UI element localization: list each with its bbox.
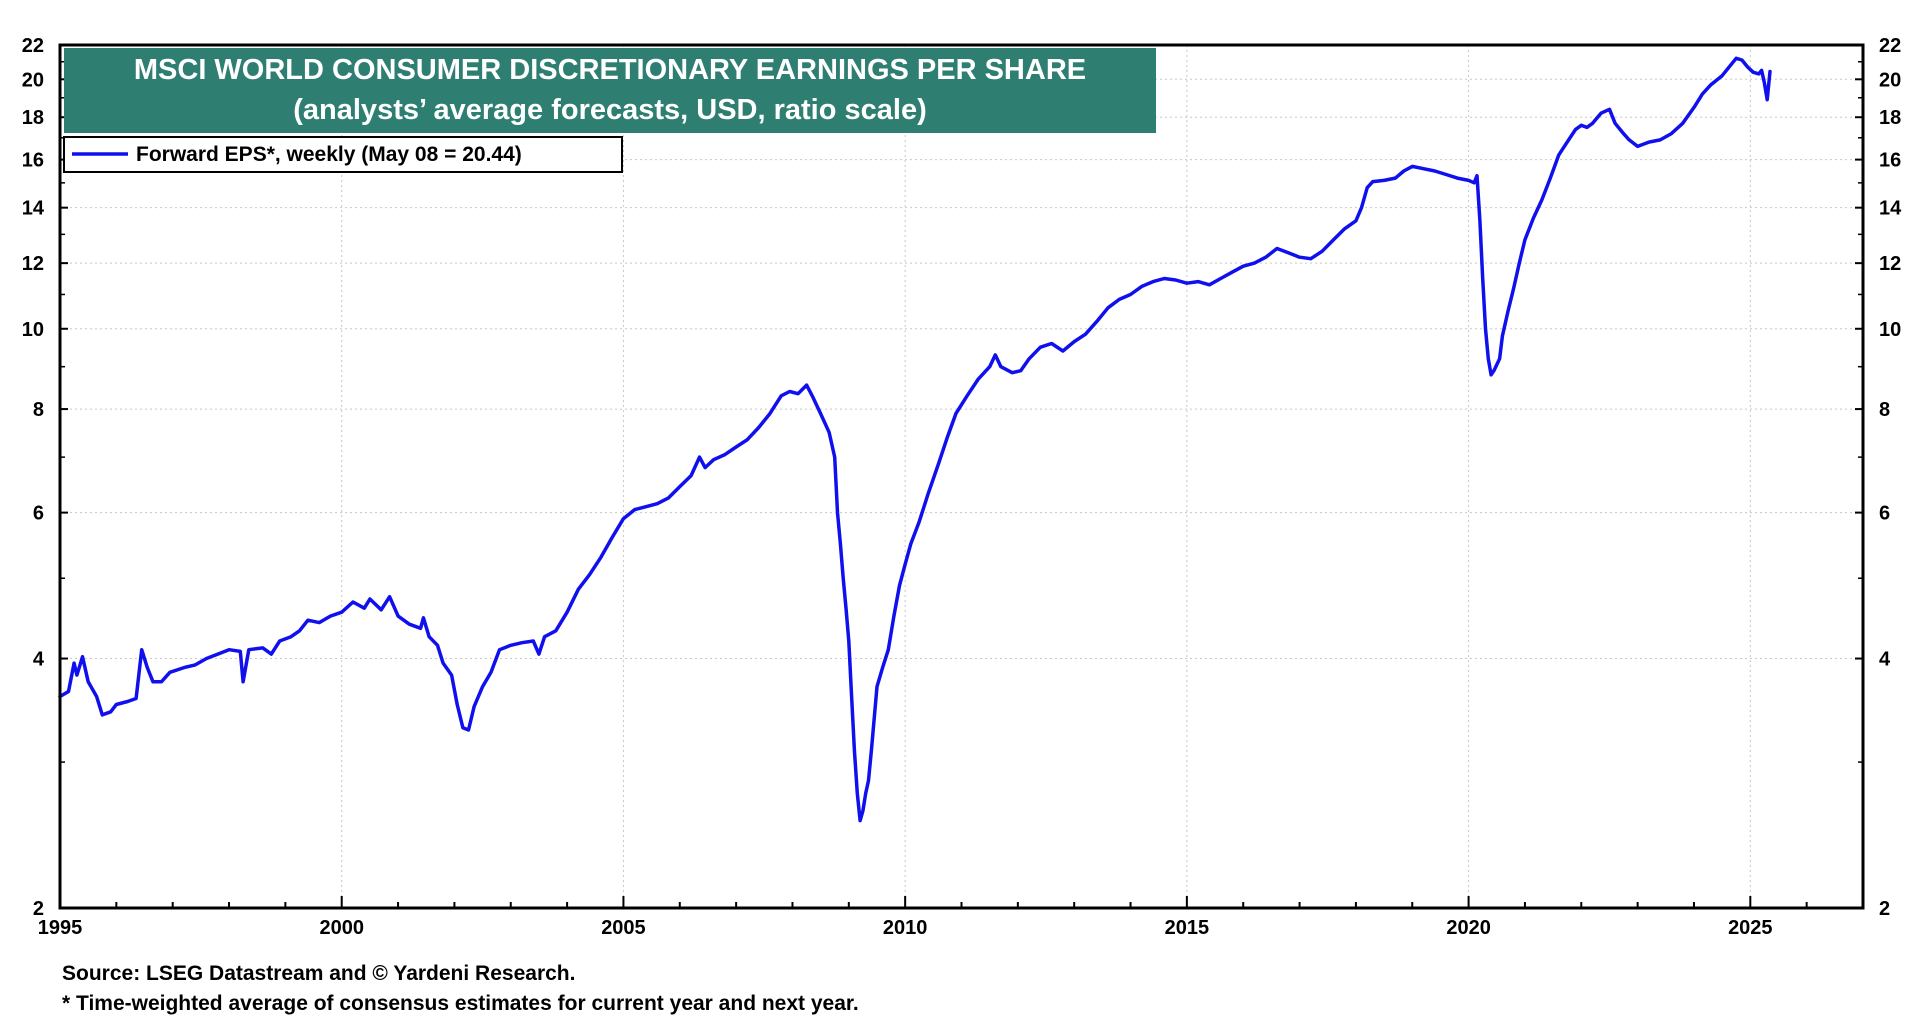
- y-tick-label-left: 20: [22, 69, 44, 91]
- y-tick-label-left: 4: [33, 649, 45, 671]
- y-tick-label-right: 8: [1879, 399, 1890, 421]
- y-tick-label-left: 14: [22, 198, 45, 220]
- y-tick-label-right: 22: [1879, 35, 1901, 57]
- x-tick-label: 1995: [38, 917, 83, 939]
- y-tick-label-right: 14: [1879, 198, 1902, 220]
- footnote: * Time-weighted average of consensus est…: [62, 992, 859, 1015]
- y-tick-label-right: 16: [1879, 150, 1901, 172]
- grid: [59, 44, 1863, 909]
- x-tick-label: 2015: [1165, 917, 1210, 939]
- y-tick-label-right: 12: [1879, 253, 1901, 275]
- x-tick-label: 2000: [319, 917, 364, 939]
- y-tick-label-left: 18: [22, 107, 44, 129]
- y-tick-label-right: 20: [1879, 69, 1901, 91]
- x-tick-label: 2010: [883, 917, 928, 939]
- y-tick-label-right: 18: [1879, 107, 1901, 129]
- plot-frame: [58, 43, 1865, 910]
- source-note: Source: LSEG Datastream and © Yardeni Re…: [62, 962, 575, 985]
- series-line-forward-eps: [58, 56, 1772, 823]
- y-tick-label-left: 12: [22, 253, 44, 275]
- y-tick-label-left: 16: [22, 150, 44, 172]
- y-tick-label-right: 4: [1879, 649, 1891, 671]
- x-tick-label: 2005: [601, 917, 646, 939]
- series-layer: [58, 56, 1772, 823]
- legend-label: Forward EPS*, weekly (May 08 = 20.44): [136, 143, 522, 166]
- x-tick-label: 2025: [1728, 917, 1773, 939]
- y-tick-label-right: 10: [1879, 319, 1901, 341]
- x-tick-label: 2020: [1446, 917, 1491, 939]
- y-tick-label-right: 2: [1879, 898, 1890, 920]
- chart-title: MSCI WORLD CONSUMER DISCRETIONARY EARNIN…: [134, 54, 1086, 86]
- chart-subtitle: (analysts’ average forecasts, USD, ratio…: [293, 94, 926, 126]
- y-tick-label-right: 6: [1879, 503, 1890, 525]
- title-box: [64, 48, 1156, 133]
- y-tick-label-left: 2: [33, 898, 44, 920]
- legend-box: [63, 136, 623, 173]
- y-tick-label-left: 6: [33, 503, 44, 525]
- y-tick-label-left: 10: [22, 319, 44, 341]
- y-tick-label-left: 8: [33, 399, 44, 421]
- y-tick-label-left: 22: [22, 35, 44, 57]
